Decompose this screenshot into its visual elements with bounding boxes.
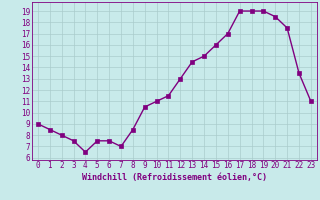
X-axis label: Windchill (Refroidissement éolien,°C): Windchill (Refroidissement éolien,°C) [82,173,267,182]
